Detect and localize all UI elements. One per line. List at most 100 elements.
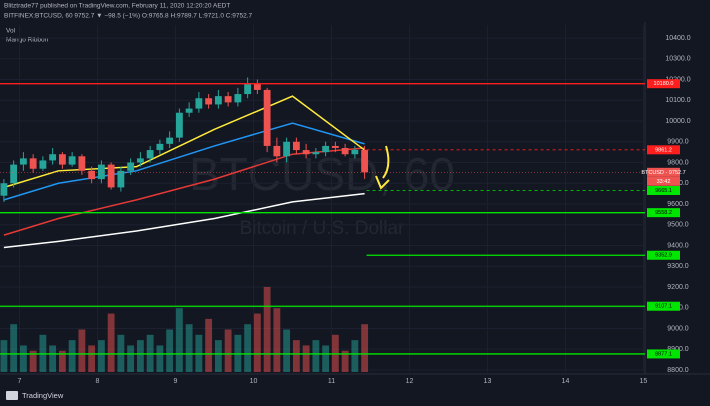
candle-body [273, 145, 281, 157]
volume-bar [253, 313, 261, 372]
y-tick-label: 9300.0 [667, 263, 689, 270]
level-tag: 9352.9 [655, 253, 672, 259]
candle-body [10, 164, 18, 184]
y-tick-label: 9200.0 [667, 284, 689, 291]
volume-bar [302, 345, 310, 372]
x-tick-label: 14 [562, 378, 570, 385]
volume-bar [273, 308, 281, 372]
volume-bar [244, 324, 252, 372]
volume-bar [341, 350, 349, 372]
volume-bar [156, 345, 164, 372]
volume-bar [0, 340, 8, 372]
candle-body [331, 145, 339, 148]
candle-body [127, 162, 135, 171]
last-price-tag-bg [647, 167, 680, 177]
level-tag-bg [647, 79, 680, 89]
candle-body [78, 156, 86, 171]
x-tick-label: 7 [18, 378, 22, 385]
candle-body [136, 158, 144, 163]
ribbon-line [3, 192, 365, 249]
y-tick-label: 9000.0 [667, 325, 689, 332]
y-tick-label: 9500.0 [667, 222, 689, 229]
volume-bar [205, 318, 213, 372]
candle-body [283, 141, 291, 157]
volume-bar [351, 340, 359, 372]
candle-body [19, 158, 27, 165]
arrow-annotation [375, 145, 390, 190]
volume-bar [107, 313, 115, 372]
candle-body [49, 154, 57, 161]
x-tick-label: 8 [96, 378, 100, 385]
level-tag-bg [647, 349, 680, 359]
candle-body [0, 183, 8, 196]
ribbon-line [3, 122, 365, 201]
countdown-tag-bg [647, 176, 680, 186]
volume-bar [29, 350, 37, 372]
candle-body [39, 160, 47, 169]
plot: 8800.08900.09000.09100.09200.09300.09400… [0, 25, 691, 385]
volume-bar [312, 340, 320, 372]
candle-body [234, 94, 242, 103]
candle-body [361, 149, 369, 173]
candle-body [263, 89, 271, 146]
level-tag-bg [647, 301, 680, 311]
candle-body [224, 96, 232, 103]
y-tick-label: 9400.0 [667, 242, 689, 249]
y-tick-label: 10100.0 [665, 97, 690, 104]
volume-bar [263, 287, 271, 372]
volume-bar [88, 345, 96, 372]
level-tag: 9107.1 [655, 304, 672, 310]
candle-body [195, 98, 203, 109]
ribbon-line [3, 95, 366, 189]
candle-body [351, 149, 359, 155]
volume-bar [78, 329, 86, 372]
indicator-label: Vol [6, 28, 16, 35]
x-tick-label: 9 [174, 378, 178, 385]
candle-body [29, 158, 37, 169]
y-tick-label: 10400.0 [665, 35, 690, 42]
level-tag: 9861.2 [655, 147, 672, 153]
x-tick-label: 12 [406, 378, 414, 385]
level-tag-bg [647, 145, 680, 155]
y-tick-label: 9900.0 [667, 139, 689, 146]
candle-body [214, 96, 222, 105]
y-tick-label: 9600.0 [667, 201, 689, 208]
candle-body [97, 164, 105, 180]
candle-body [302, 150, 310, 155]
brand: TradingView [22, 391, 64, 400]
volume-bar [175, 308, 183, 372]
volume-bar [127, 345, 135, 372]
volume-bar [166, 329, 174, 372]
candle-body [58, 154, 66, 165]
candle-body [68, 156, 76, 165]
indicator-label: Mango Ribbon [6, 37, 49, 44]
volume-bar [10, 324, 18, 372]
last-price-tag: BTCUSD - 9752.7 [641, 170, 685, 176]
candle-body [205, 98, 213, 105]
candle-body [341, 147, 349, 155]
volume-bar [185, 324, 193, 372]
volume-bar [68, 340, 76, 372]
publish-line: Blitztrade77 published on TradingView.co… [4, 3, 230, 10]
candle-body [117, 170, 125, 188]
candle-body [107, 164, 115, 188]
candle-body [244, 83, 252, 95]
volume-bar [322, 345, 330, 372]
y-tick-label: 9800.0 [667, 159, 689, 166]
brand-logo [6, 391, 18, 400]
level-tag: 10180.0 [654, 81, 674, 87]
volume-bar [136, 340, 144, 372]
symbol-line: BITFINEX:BTCUSD, 60 9752.7 ▼ −98.5 (−1%)… [4, 13, 253, 20]
volume-bar [19, 345, 27, 372]
volume-bar [58, 350, 66, 372]
x-tick-label: 13 [484, 378, 492, 385]
level-tag-bg [647, 185, 680, 195]
candle-body [322, 145, 330, 153]
level-tag-bg [647, 208, 680, 218]
volume-bar [97, 340, 105, 372]
candle-body [312, 152, 320, 155]
x-tick-label: 11 [328, 378, 335, 385]
volume-bar [49, 345, 57, 372]
candle-body [146, 150, 154, 159]
